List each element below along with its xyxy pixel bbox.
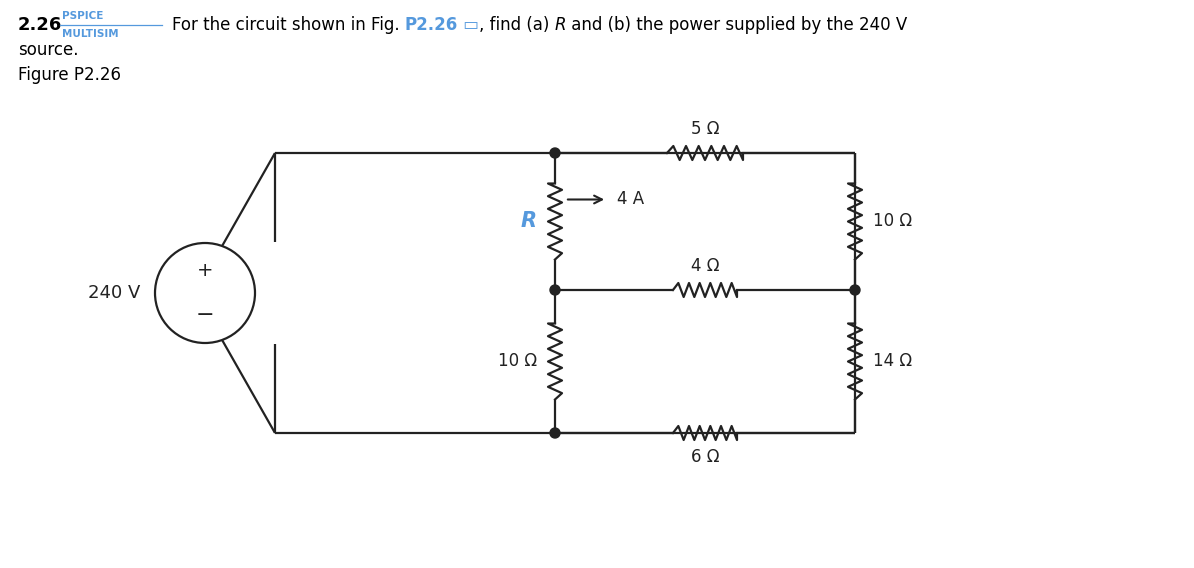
Text: P2.26: P2.26	[405, 16, 458, 34]
Text: 4 Ω: 4 Ω	[691, 257, 719, 275]
Text: 240 V: 240 V	[87, 284, 140, 302]
Text: For the circuit shown in Fig.: For the circuit shown in Fig.	[172, 16, 405, 34]
Text: , find (a): , find (a)	[479, 16, 555, 34]
Text: ▭: ▭	[458, 16, 479, 34]
Text: 4 A: 4 A	[617, 190, 644, 208]
Text: R: R	[521, 211, 537, 232]
Circle shape	[550, 285, 560, 295]
Text: Figure P2.26: Figure P2.26	[18, 66, 121, 84]
Text: 10 Ω: 10 Ω	[498, 353, 537, 370]
Text: −: −	[196, 305, 214, 325]
Circle shape	[550, 428, 560, 438]
Text: PSPICE: PSPICE	[62, 11, 104, 21]
Text: 14 Ω: 14 Ω	[873, 353, 912, 370]
Circle shape	[850, 285, 860, 295]
Text: MULTISIM: MULTISIM	[62, 29, 118, 39]
Text: 10 Ω: 10 Ω	[873, 212, 912, 231]
Text: 6 Ω: 6 Ω	[691, 448, 719, 466]
Text: 5 Ω: 5 Ω	[691, 120, 719, 138]
Text: 2.26: 2.26	[18, 16, 62, 34]
Text: and (b) the power supplied by the 240 V: and (b) the power supplied by the 240 V	[566, 16, 907, 34]
Text: R: R	[555, 16, 566, 34]
Text: +: +	[197, 261, 214, 281]
Circle shape	[550, 148, 560, 158]
Text: source.: source.	[18, 41, 79, 59]
